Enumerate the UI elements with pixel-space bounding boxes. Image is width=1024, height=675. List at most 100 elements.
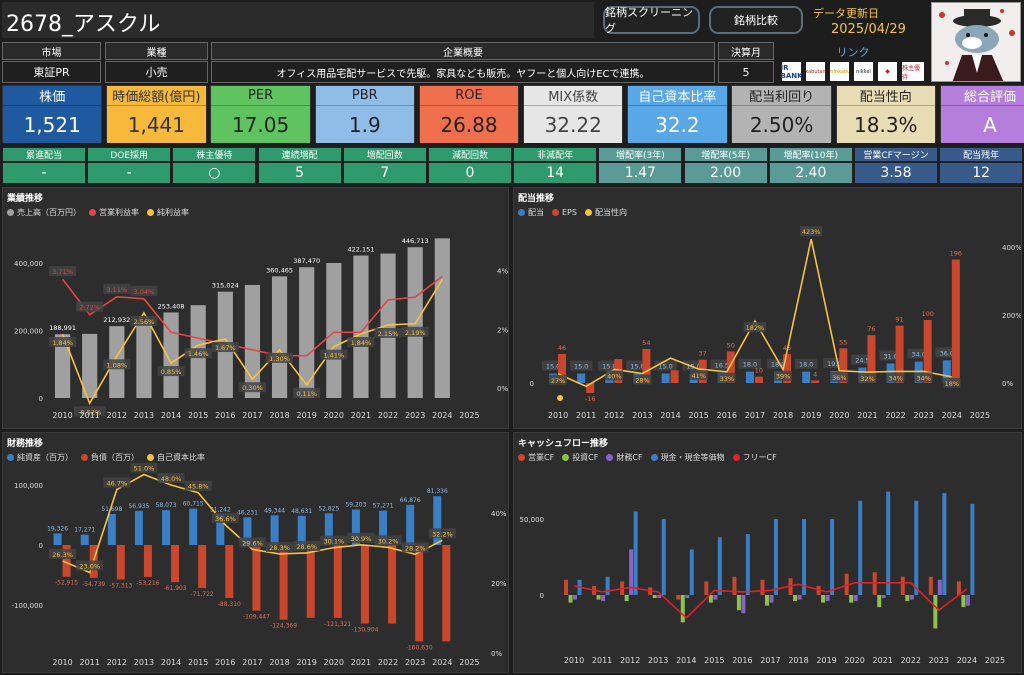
liability-label: -52,915: [55, 580, 78, 587]
eps-label: 37: [699, 350, 707, 358]
payout-label: 34%: [916, 374, 930, 382]
x-tick-label: 2011: [592, 656, 612, 665]
equity-label: 48,631: [291, 508, 312, 515]
inv-cf-bar: [821, 595, 826, 603]
op-cf-bar: [956, 581, 961, 595]
dividend-label-bg: [682, 360, 705, 371]
y2-tick-label: 2%: [497, 326, 508, 334]
equity-bar: [189, 508, 198, 545]
payout-label: 18%: [945, 380, 959, 388]
x-tick-label: 2013: [632, 411, 652, 420]
equity-bar: [406, 504, 415, 545]
dividend-label: 15.0: [602, 363, 616, 371]
stat-label: 連続増配: [257, 147, 342, 162]
equity-label: 51,698: [101, 506, 122, 513]
op-cf-bar: [564, 579, 569, 595]
dividend-label: 31.0: [883, 352, 897, 360]
op-margin-label-bg: [76, 301, 104, 312]
x-tick-label: 2025: [985, 656, 1005, 665]
dividend-label-bg: [569, 360, 593, 371]
sales-bar-label: 253,408: [158, 302, 185, 310]
link-extra[interactable]: ◆: [878, 62, 897, 81]
equity-ratio-label: 36.6%: [215, 515, 236, 523]
link-nikkei[interactable]: nikkei: [854, 62, 873, 81]
stat-value: 14: [513, 162, 598, 184]
dividend-label-bg: [654, 360, 677, 371]
market-value: 東証PR: [2, 61, 101, 83]
update-box: データ更新日 2025/04/29: [809, 2, 925, 38]
stat-card: 連続増配 5: [257, 147, 342, 184]
kpi-label: 時価総額(億円): [107, 86, 206, 106]
equity-bar: [53, 533, 62, 545]
link-yutai[interactable]: 株主優待: [902, 62, 924, 81]
equity-ratio-label: 45.8%: [188, 483, 209, 491]
link-kabutan[interactable]: kabutan: [806, 62, 825, 81]
equity-bar: [134, 510, 143, 545]
stat-card: 累進配当 -: [2, 147, 86, 184]
liability-bar: [388, 545, 397, 624]
kpi-label: PBR: [315, 86, 414, 106]
link-minkabu[interactable]: minkabu: [830, 62, 849, 81]
eps-label: -16: [585, 395, 596, 403]
dividend-label-bg: [598, 360, 621, 371]
kpi-value: 1,441: [107, 106, 206, 143]
dividend-panel-title: 配当推移: [518, 194, 555, 204]
payout-label-bg: [717, 372, 736, 383]
finance-chart: 100,000 0 -100,000 40% 20% 0% 19,326 17,271 51,6…: [12, 463, 507, 667]
equity-label: 17,271: [74, 527, 95, 534]
liability-label: -124,369: [270, 623, 297, 630]
stat-card: 減配回数 0: [428, 147, 512, 184]
stock-screening-button[interactable]: 銘柄スクリーニング: [603, 6, 700, 35]
dividend-label-bg: [626, 360, 649, 371]
inv-cf-bar: [877, 595, 882, 608]
net-margin-label-bg: [184, 348, 212, 359]
fiscal-label: 決算月: [718, 42, 774, 60]
net-margin-label: 0.11%: [296, 390, 317, 398]
equity-label: 57,271: [373, 503, 394, 510]
payout-label-bg: [605, 370, 624, 381]
x-tick-label: 2018: [788, 656, 808, 665]
payout-label-bg: [942, 377, 961, 388]
kpi-card: ROE 26.88: [418, 85, 520, 143]
dividend-label: 15.0: [546, 363, 560, 371]
equity-ratio-label: 30.2%: [378, 537, 399, 545]
cash-bar: [942, 493, 947, 595]
stat-card: 株主優待 ○: [172, 147, 257, 184]
eps-label: 50: [727, 342, 735, 350]
dividend-label-bg: [738, 358, 762, 369]
stock-compare-button[interactable]: 銘柄比較: [709, 6, 803, 34]
equity-bar: [270, 515, 279, 545]
fin-cf-bar: [769, 595, 774, 603]
sales-bar: [326, 263, 342, 398]
sales-legend: 売上高（百万円） 営業利益率 純利益率: [7, 207, 189, 218]
x-tick-label: 2022: [378, 658, 398, 667]
net-margin-label: 1.30%: [269, 355, 290, 363]
equity-label: 81,336: [427, 488, 448, 495]
x-tick-label: 2018: [269, 658, 289, 667]
payout-label: 33%: [720, 375, 734, 383]
liability-bar: [306, 545, 315, 618]
net-margin-label: 0.85%: [161, 368, 182, 376]
x-tick-label: 2015: [689, 411, 709, 420]
stat-label: 非減配年: [513, 147, 598, 162]
cash-bar: [914, 500, 919, 595]
liability-label: -57,313: [109, 582, 132, 589]
link-irbank[interactable]: IR BANK: [780, 62, 803, 81]
equity-ratio-label-bg: [238, 537, 266, 548]
dividend-label-bg: [766, 358, 790, 369]
sales-chart: 400,000 200,000 0 4% 2% 0% 188,991 212,932 253,4…: [14, 237, 508, 420]
dividend-chart: 400%200%0%015.0 15.0 15.0 15.0 15.0 15.0 16.5 1…: [530, 226, 1021, 420]
x-tick-label: 2017: [242, 658, 262, 667]
stat-label: 増配回数: [342, 147, 427, 162]
legend-item-cash: 現金・現金等価物: [650, 452, 725, 463]
equity-ratio-label-bg: [320, 535, 348, 546]
net-margin-label: 1.84%: [351, 339, 372, 347]
equity-bar: [107, 513, 116, 545]
equity-ratio-label-bg: [211, 512, 239, 523]
net-margin-label: 1.46%: [188, 350, 209, 358]
equity-bar: [433, 496, 442, 545]
op-cf-bar: [676, 595, 681, 600]
y2-tick-label: 200%: [1002, 312, 1021, 320]
net-margin-label-bg: [347, 337, 375, 348]
x-tick-label: 2014: [161, 658, 181, 667]
